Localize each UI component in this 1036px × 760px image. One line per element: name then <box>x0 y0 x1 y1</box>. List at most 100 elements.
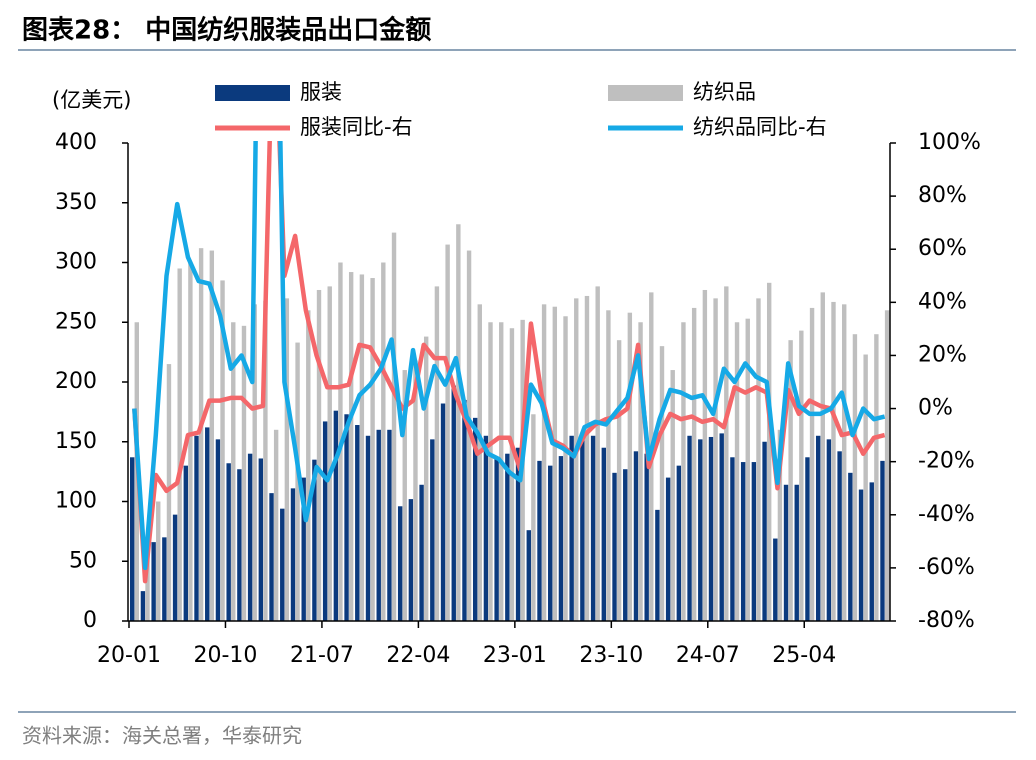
bar <box>531 414 536 621</box>
bar <box>563 316 568 621</box>
bar <box>434 286 440 621</box>
y-axis-label: (亿美元) <box>52 88 131 112</box>
y2-tick-label: -80% <box>918 608 975 633</box>
bar <box>734 322 740 621</box>
bar <box>413 360 418 621</box>
y-tick-label: 250 <box>55 309 97 334</box>
y2-tick-label: -20% <box>918 449 975 474</box>
bar <box>740 462 746 621</box>
bar <box>333 410 339 621</box>
bar <box>462 399 467 621</box>
bar <box>820 292 825 621</box>
bar <box>777 429 783 621</box>
lines <box>132 141 886 584</box>
bar <box>198 248 204 621</box>
bar <box>423 336 429 621</box>
line <box>132 141 886 584</box>
bar <box>852 334 858 621</box>
bar <box>644 453 649 621</box>
bar <box>215 439 221 621</box>
bar <box>494 457 499 621</box>
bar <box>488 322 493 621</box>
bar <box>724 286 729 621</box>
bar <box>874 334 879 621</box>
bar <box>848 472 853 621</box>
bar <box>537 460 542 621</box>
bar <box>633 451 639 621</box>
bar <box>231 322 236 621</box>
y2-tick-label: 100% <box>918 130 981 155</box>
bar <box>809 307 815 621</box>
bar <box>719 433 724 621</box>
bar <box>376 429 381 621</box>
bar <box>702 289 708 621</box>
bar <box>708 436 714 621</box>
bar <box>730 457 735 621</box>
bar <box>284 298 290 621</box>
bar <box>220 280 225 621</box>
bar <box>301 477 306 621</box>
bar <box>569 435 574 621</box>
bar <box>391 232 397 621</box>
y2-tick-label: 60% <box>918 236 967 261</box>
x-tick-label: 24-07 <box>676 643 740 668</box>
y-tick-label: 400 <box>55 130 97 155</box>
bar <box>863 354 868 621</box>
bar <box>209 250 215 622</box>
bar <box>359 274 365 621</box>
bar <box>370 278 375 621</box>
bar <box>676 465 682 621</box>
legend-label: 纺织品同比-右 <box>693 115 827 139</box>
x-tick-label: 20-01 <box>97 643 161 668</box>
bar <box>312 459 317 621</box>
bar <box>205 427 210 621</box>
bar <box>826 439 832 621</box>
bar <box>665 477 671 621</box>
y-tick-label: 350 <box>55 190 97 215</box>
bar <box>156 501 161 621</box>
x-tick-label: 23-10 <box>579 643 643 668</box>
bar <box>687 435 692 621</box>
y2-tick-label: 40% <box>918 289 967 314</box>
bar <box>258 458 264 621</box>
bar <box>505 453 510 621</box>
x-tick-label: 25-04 <box>772 643 836 668</box>
bar <box>601 447 607 621</box>
bar <box>472 417 478 621</box>
bar <box>397 506 403 621</box>
bar <box>140 591 146 621</box>
bar <box>290 488 296 621</box>
bar <box>344 414 349 621</box>
x-tick-label: 22-04 <box>386 643 450 668</box>
y2-tick-label: 0% <box>918 396 953 421</box>
y2-tick-label: 80% <box>918 183 967 208</box>
bar <box>430 439 435 621</box>
source: 资料来源：海关总署，华泰研究 <box>22 724 302 748</box>
bar <box>831 301 836 621</box>
bar <box>456 224 461 621</box>
bar <box>402 370 407 621</box>
bar <box>616 340 622 621</box>
y2-tick-label: -60% <box>918 555 975 580</box>
x-tick-label: 23-01 <box>483 643 547 668</box>
bar <box>499 322 504 621</box>
bar <box>177 268 182 621</box>
bar <box>295 342 300 621</box>
bar <box>526 530 531 621</box>
bar <box>884 310 890 621</box>
legend-swatch <box>608 85 683 101</box>
bar <box>815 435 821 621</box>
bar <box>440 403 446 621</box>
bar <box>756 298 761 621</box>
bar <box>681 322 686 621</box>
bar <box>269 493 274 621</box>
bar <box>794 484 799 621</box>
x-tick-label: 21-07 <box>290 643 354 668</box>
bar <box>194 435 199 621</box>
y2-tick-label: 20% <box>918 342 967 367</box>
bar <box>762 441 767 621</box>
y-tick-label: 200 <box>55 369 97 394</box>
y-tick-label: 300 <box>55 250 97 275</box>
bar <box>381 262 386 621</box>
